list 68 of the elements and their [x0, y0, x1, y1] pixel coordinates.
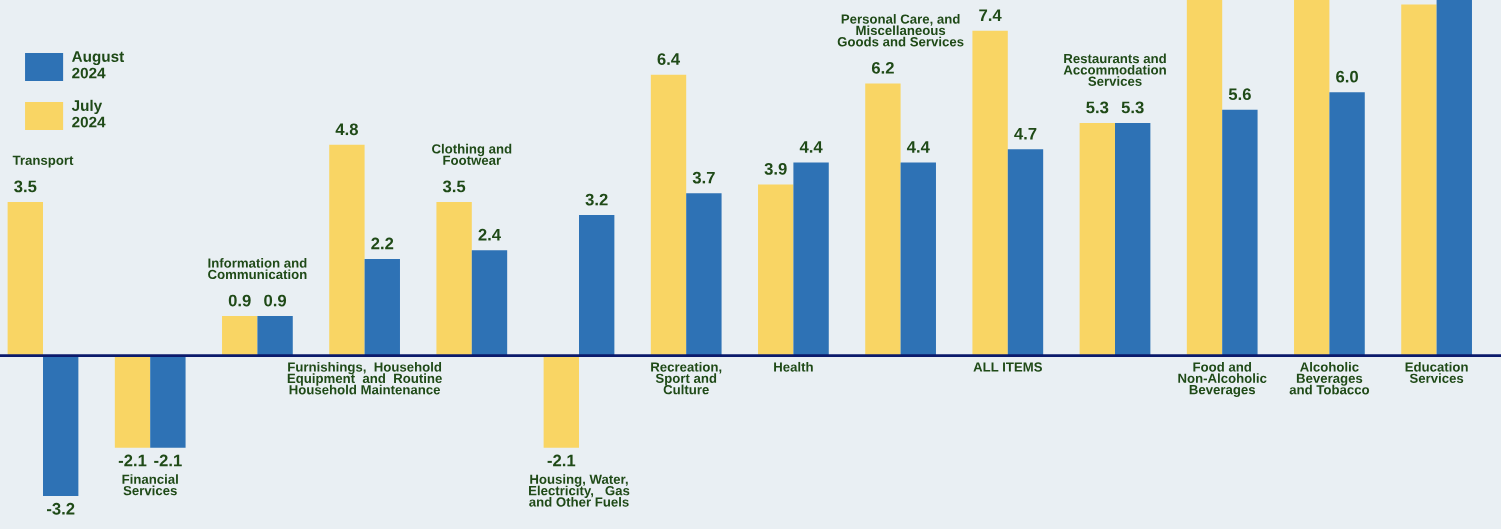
- bar: [865, 83, 901, 356]
- data-label: -2.1: [547, 454, 576, 467]
- x-tick-label: ALL ITEMS: [973, 362, 1042, 372]
- bar: [1186, 0, 1223, 356]
- data-label: 6.2: [871, 61, 894, 74]
- x-tick-label: Education Services: [1405, 361, 1468, 383]
- bar: [972, 30, 1008, 356]
- bar: [364, 259, 400, 356]
- bar: [1115, 122, 1151, 356]
- data-label: 4.4: [906, 141, 930, 153]
- data-label: 7.4: [979, 9, 1002, 21]
- bar: [650, 74, 687, 356]
- bar: [579, 215, 615, 356]
- data-label: 0.9: [228, 294, 251, 307]
- x-tick-label: Information and Communication: [208, 258, 307, 280]
- bar: [43, 355, 79, 497]
- bar: [471, 250, 508, 356]
- data-label: 2.4: [478, 228, 501, 241]
- data-label: 4.7: [1014, 127, 1037, 140]
- data-label: 5.3: [1121, 101, 1144, 114]
- x-tick-label: Personal Care, and Miscellaneous Goods and Services: [837, 14, 964, 47]
- bar: [758, 184, 794, 356]
- data-label: 5.6: [1228, 88, 1251, 101]
- data-label: 6.0: [1336, 70, 1358, 83]
- x-tick-label: Financial Services: [122, 474, 178, 496]
- bar: [222, 316, 258, 356]
- x-tick-label: Health: [774, 361, 813, 372]
- x-tick-label: Food and Non-Alcoholic Beverages: [1178, 361, 1267, 397]
- bar: [1294, 0, 1330, 356]
- data-label: 3.2: [585, 193, 608, 206]
- data-label: -2.1: [118, 454, 147, 467]
- data-label: 6.4: [657, 53, 681, 65]
- data-label: 3.5: [442, 180, 466, 193]
- data-label: 3.9: [764, 162, 787, 175]
- bar: [114, 355, 151, 448]
- bar: [7, 201, 43, 356]
- legend-label: July 2024: [71, 99, 106, 128]
- x-tick-label: Clothing and Footwear: [432, 143, 512, 165]
- bar: [686, 193, 722, 356]
- bar: [1079, 122, 1115, 356]
- x-tick-label: Transport: [12, 155, 74, 168]
- data-label: -2.1: [154, 454, 182, 467]
- bar: [257, 316, 293, 356]
- data-label: 3.7: [692, 171, 715, 184]
- data-label: 0.9: [264, 294, 287, 307]
- x-tick-label: Alcoholic Beverages and Tobacco: [1289, 361, 1370, 395]
- bar: [1329, 92, 1365, 356]
- bar: [1401, 4, 1437, 356]
- data-label: -3.2: [46, 502, 75, 515]
- x-tick-label: Housing, Water, Electricity, Gas and Other Fuels: [529, 474, 630, 507]
- bar: [150, 355, 186, 448]
- bar: [1222, 109, 1258, 356]
- bar: [793, 162, 829, 356]
- x-tick-label: Furnishings, Household Equipment and Routine Household Maintenance: [287, 361, 442, 395]
- bar: [543, 355, 579, 448]
- x-tick-label: Restaurants and Accommodation Services: [1063, 53, 1166, 86]
- data-label: 4.4: [799, 141, 823, 153]
- data-label: 5.3: [1086, 101, 1109, 114]
- bar: [900, 162, 936, 356]
- data-label: 4.8: [335, 123, 358, 136]
- legend-label: August 2024: [71, 51, 125, 79]
- data-label: 3.5: [14, 180, 37, 193]
- bar: [329, 144, 365, 356]
- bar: [436, 201, 472, 356]
- bar: [1007, 149, 1044, 356]
- data-label: 2.2: [371, 237, 394, 250]
- bar: [1436, 0, 1472, 356]
- x-tick-label: Recreation, Sport and Culture: [651, 361, 722, 395]
